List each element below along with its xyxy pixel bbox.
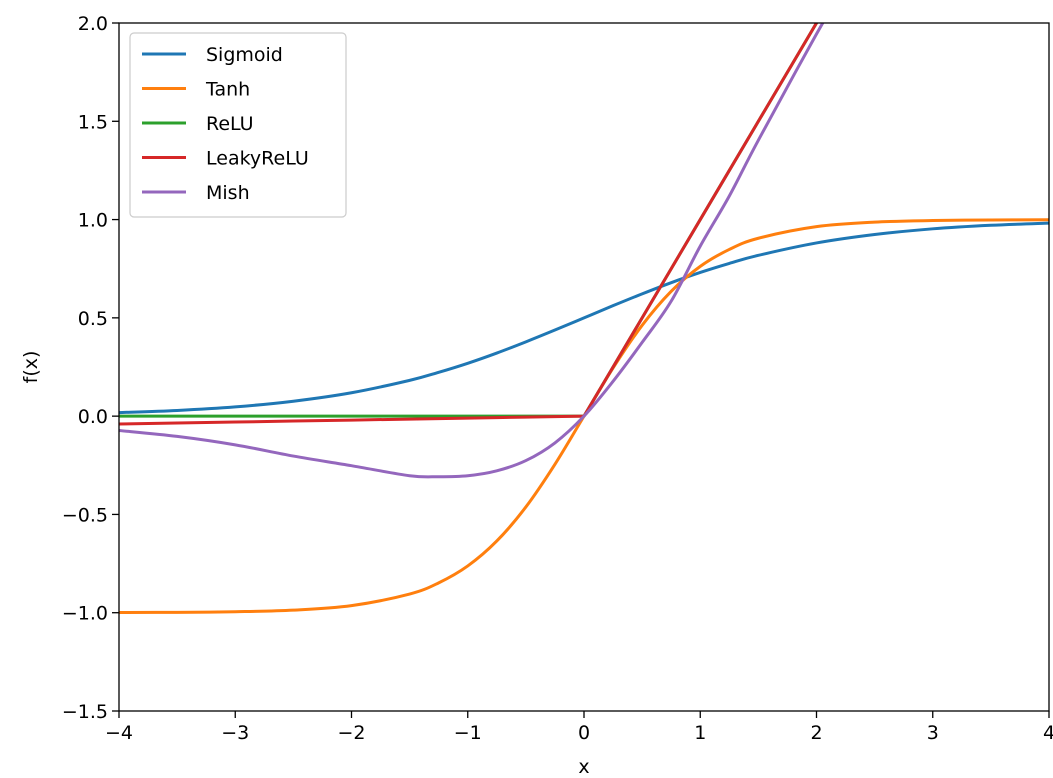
legend-label-tanh: Tanh [205,79,250,101]
x-tick-label: −3 [221,722,249,744]
x-tick-label: 0 [578,722,590,744]
y-tick-label: 2.0 [78,13,108,35]
x-tick-label: −1 [454,722,482,744]
x-tick-label: 4 [1043,722,1053,744]
legend-frame [129,32,347,218]
legend-label-sigmoid: Sigmoid [206,44,283,66]
y-tick-label: 0.0 [78,406,108,428]
legend-label-leakyrelu: LeakyReLU [206,148,309,170]
x-tick-label: −4 [105,722,133,744]
y-tick-label: 1.5 [78,111,108,133]
x-tick-label: 3 [927,722,939,744]
y-tick-label: −1.5 [62,701,108,723]
x-axis-label: x [578,756,589,778]
x-tick-label: 1 [694,722,706,744]
y-tick-label: −1.0 [62,603,108,625]
legend-label-relu: ReLU [206,113,254,135]
y-tick-label: −0.5 [62,504,108,526]
legend: Sigmoid Tanh ReLU LeakyReLU Mish [129,32,347,218]
series-line-mish [119,23,825,479]
legend-label-mish: Mish [206,182,250,204]
y-axis-label: f(x) [20,351,42,384]
series-layer [119,23,1049,615]
series-line-sigmoid [119,221,1049,415]
x-tick-label: 2 [810,722,822,744]
x-axis-ticks: −4 −3 −2 −1 0 1 2 3 4 [105,711,1053,744]
x-tick-label: −2 [337,722,365,744]
y-axis-ticks: −1.5 −1.0 −0.5 0.0 0.5 1.0 1.5 2.0 [62,13,119,723]
y-tick-label: 0.5 [78,308,108,330]
y-tick-label: 1.0 [78,210,108,232]
